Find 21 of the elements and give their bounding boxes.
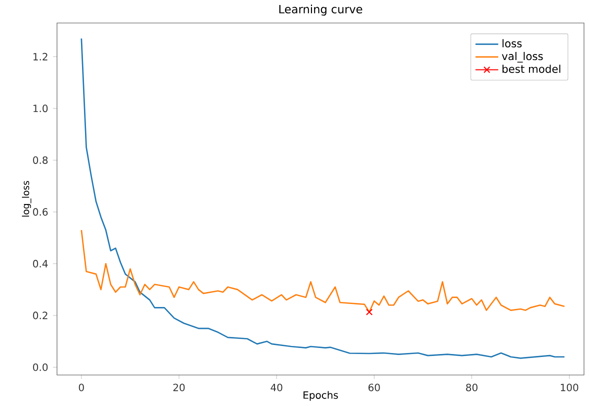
x-tick-label: 40 <box>270 384 282 392</box>
x-tick-label: 60 <box>368 384 380 392</box>
x-tick-label: 100 <box>560 384 578 392</box>
x-tick-label: 20 <box>173 384 185 392</box>
x-axis-title: Epochs <box>304 391 338 401</box>
legend-label: best model <box>502 64 560 73</box>
line-series <box>80 229 566 313</box>
y-tick-label: 1.0 <box>34 104 48 112</box>
y-tick-label: 0.0 <box>33 363 48 372</box>
y-tick-label: 0.6 <box>33 208 48 216</box>
y-tick-label: 0.8 <box>33 156 48 164</box>
x-tick-label: 0 <box>78 384 84 392</box>
y-tick-label: 0.2 <box>33 312 48 320</box>
x-tick-label: 80 <box>466 384 478 392</box>
legend-label: val_loss <box>502 52 543 63</box>
line-series <box>80 38 566 359</box>
y-tick-label: 1.2 <box>34 52 48 60</box>
chart-title: Learning curve <box>279 4 362 16</box>
y-axis-title: log_loss <box>22 180 32 217</box>
legend-label: loss <box>502 39 522 48</box>
y-tick-label: 0.4 <box>33 260 48 268</box>
